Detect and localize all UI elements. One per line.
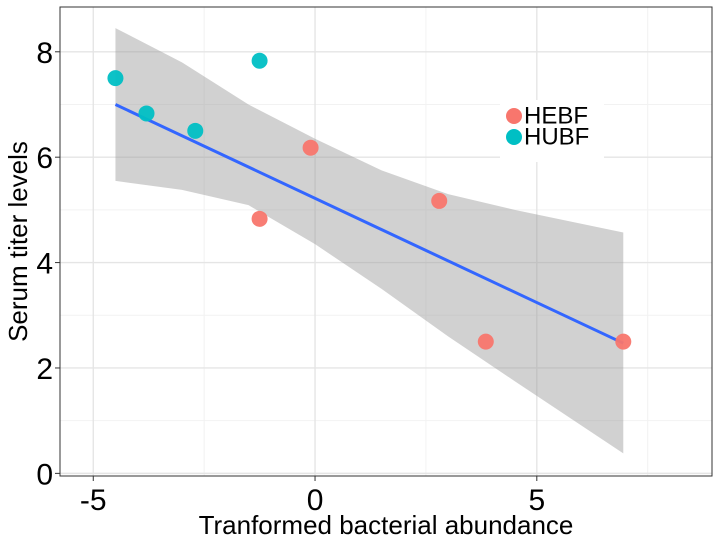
point-hubf-1	[138, 105, 155, 122]
y-tick-label: 8	[36, 37, 53, 70]
point-hebf-3	[477, 333, 494, 350]
y-tick-label: 6	[36, 142, 53, 175]
x-axis-ticks: -5 0 5	[80, 476, 545, 517]
point-hebf-0	[251, 210, 268, 227]
y-tick-label: 4	[36, 248, 53, 281]
point-hebf-1	[302, 139, 319, 156]
regression-line	[114, 103, 624, 345]
y-tick-label: 0	[36, 458, 53, 491]
points-layer	[107, 52, 632, 350]
point-hubf-3	[251, 52, 268, 69]
x-tick-label: -5	[80, 484, 107, 517]
x-tick-label: 5	[528, 484, 545, 517]
x-tick-label: 0	[307, 484, 324, 517]
point-hubf-2	[187, 122, 204, 139]
legend-label-hubf: HUBF	[524, 124, 589, 151]
point-hebf-4	[615, 333, 632, 350]
legend: HEBF HUBF	[500, 100, 604, 162]
legend-label-hebf: HEBF	[524, 103, 588, 130]
plot-panel-border	[59, 6, 713, 477]
y-axis-ticks: 0 2 4 6 8	[36, 37, 60, 491]
point-hebf-2	[431, 192, 448, 209]
y-axis-title: Serum titer levels	[3, 141, 33, 342]
confidence-band-layer	[115, 28, 624, 454]
x-axis-title: Tranformed bacterial abundance	[199, 510, 574, 540]
legend-key-hubf	[506, 129, 522, 145]
regression-line-layer	[114, 103, 624, 345]
confidence-band	[115, 28, 624, 454]
point-hubf-0	[107, 70, 124, 87]
plot-panel	[59, 6, 713, 477]
y-tick-label: 2	[36, 353, 53, 386]
legend-key-hebf	[506, 108, 522, 124]
